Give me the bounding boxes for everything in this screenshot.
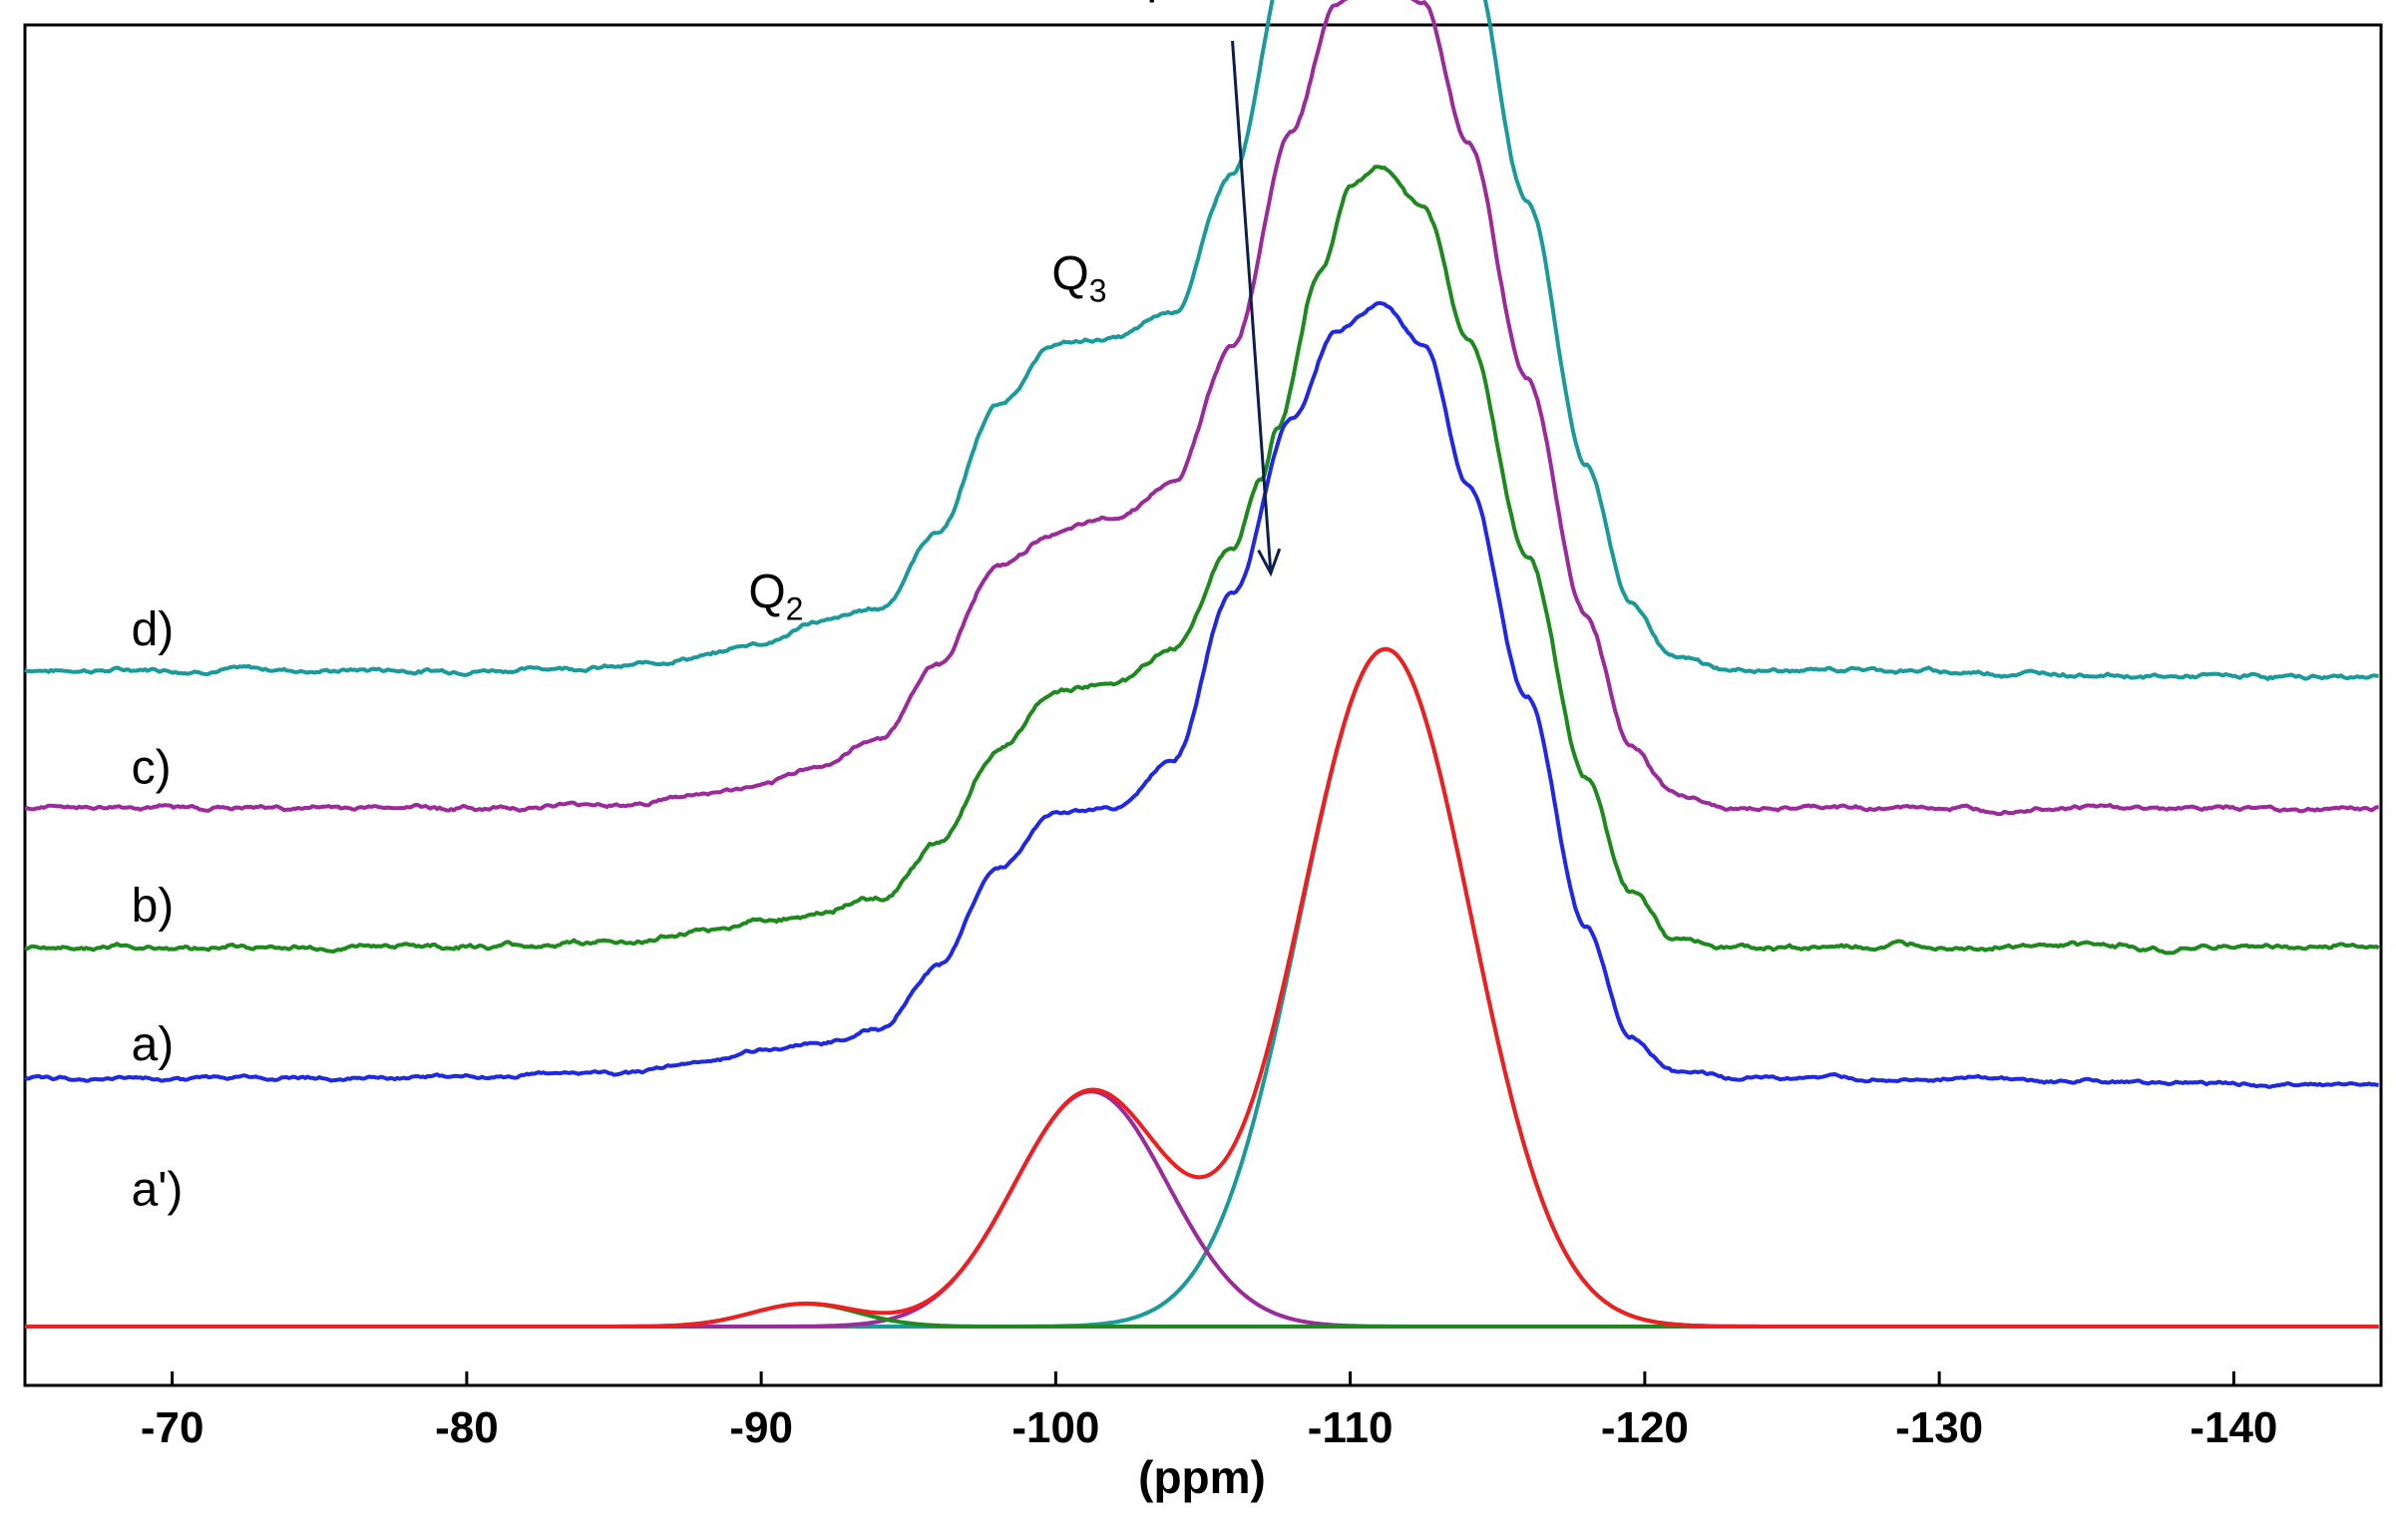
trace-label: a') — [132, 1163, 184, 1216]
x-tick-label: -110 — [1308, 1403, 1394, 1452]
peak-annotations: d)c)b)a)a')Q2Q3Q4quartz — [132, 0, 1282, 1216]
x-axis-ticks: -70 -80 -90 -100 -110 -120 -130 -140 — [141, 1371, 2277, 1452]
quartz-arrow-head — [1257, 548, 1282, 578]
series-line-a-fit-q3 — [25, 1089, 2379, 1329]
trace-label: a) — [132, 1018, 175, 1071]
x-tick-label: -70 — [141, 1403, 204, 1452]
series-line-a- — [23, 300, 2379, 1089]
x-tick-label: -130 — [1895, 1403, 1983, 1452]
series-line-b- — [24, 165, 2380, 956]
series-line-a-fit-q4 — [25, 646, 2379, 1329]
spectra-traces — [23, 0, 2380, 1329]
trace-label: b) — [132, 880, 175, 933]
peak-label-q3: Q3 — [1051, 248, 1106, 309]
peak-label-q2: Q2 — [748, 566, 803, 626]
peak-label-quartz: quartz — [1130, 0, 1263, 4]
x-tick-label: -120 — [1601, 1403, 1689, 1452]
x-tick-label: -100 — [1011, 1403, 1099, 1452]
series-line-d- — [24, 0, 2379, 681]
x-axis-title: (ppm) — [1138, 1451, 1266, 1503]
series-line-c- — [24, 0, 2379, 817]
trace-label: d) — [132, 603, 175, 656]
quartz-arrow-line — [1231, 40, 1273, 574]
x-tick-label: -140 — [2190, 1403, 2277, 1452]
series-line-a-fit-q2 — [25, 1302, 2379, 1329]
series-line-a-sum — [25, 646, 2379, 1329]
plot-frame — [23, 23, 2383, 1387]
x-tick-label: -90 — [729, 1403, 793, 1452]
x-tick-label: -80 — [435, 1403, 499, 1452]
trace-label: c) — [132, 742, 172, 795]
